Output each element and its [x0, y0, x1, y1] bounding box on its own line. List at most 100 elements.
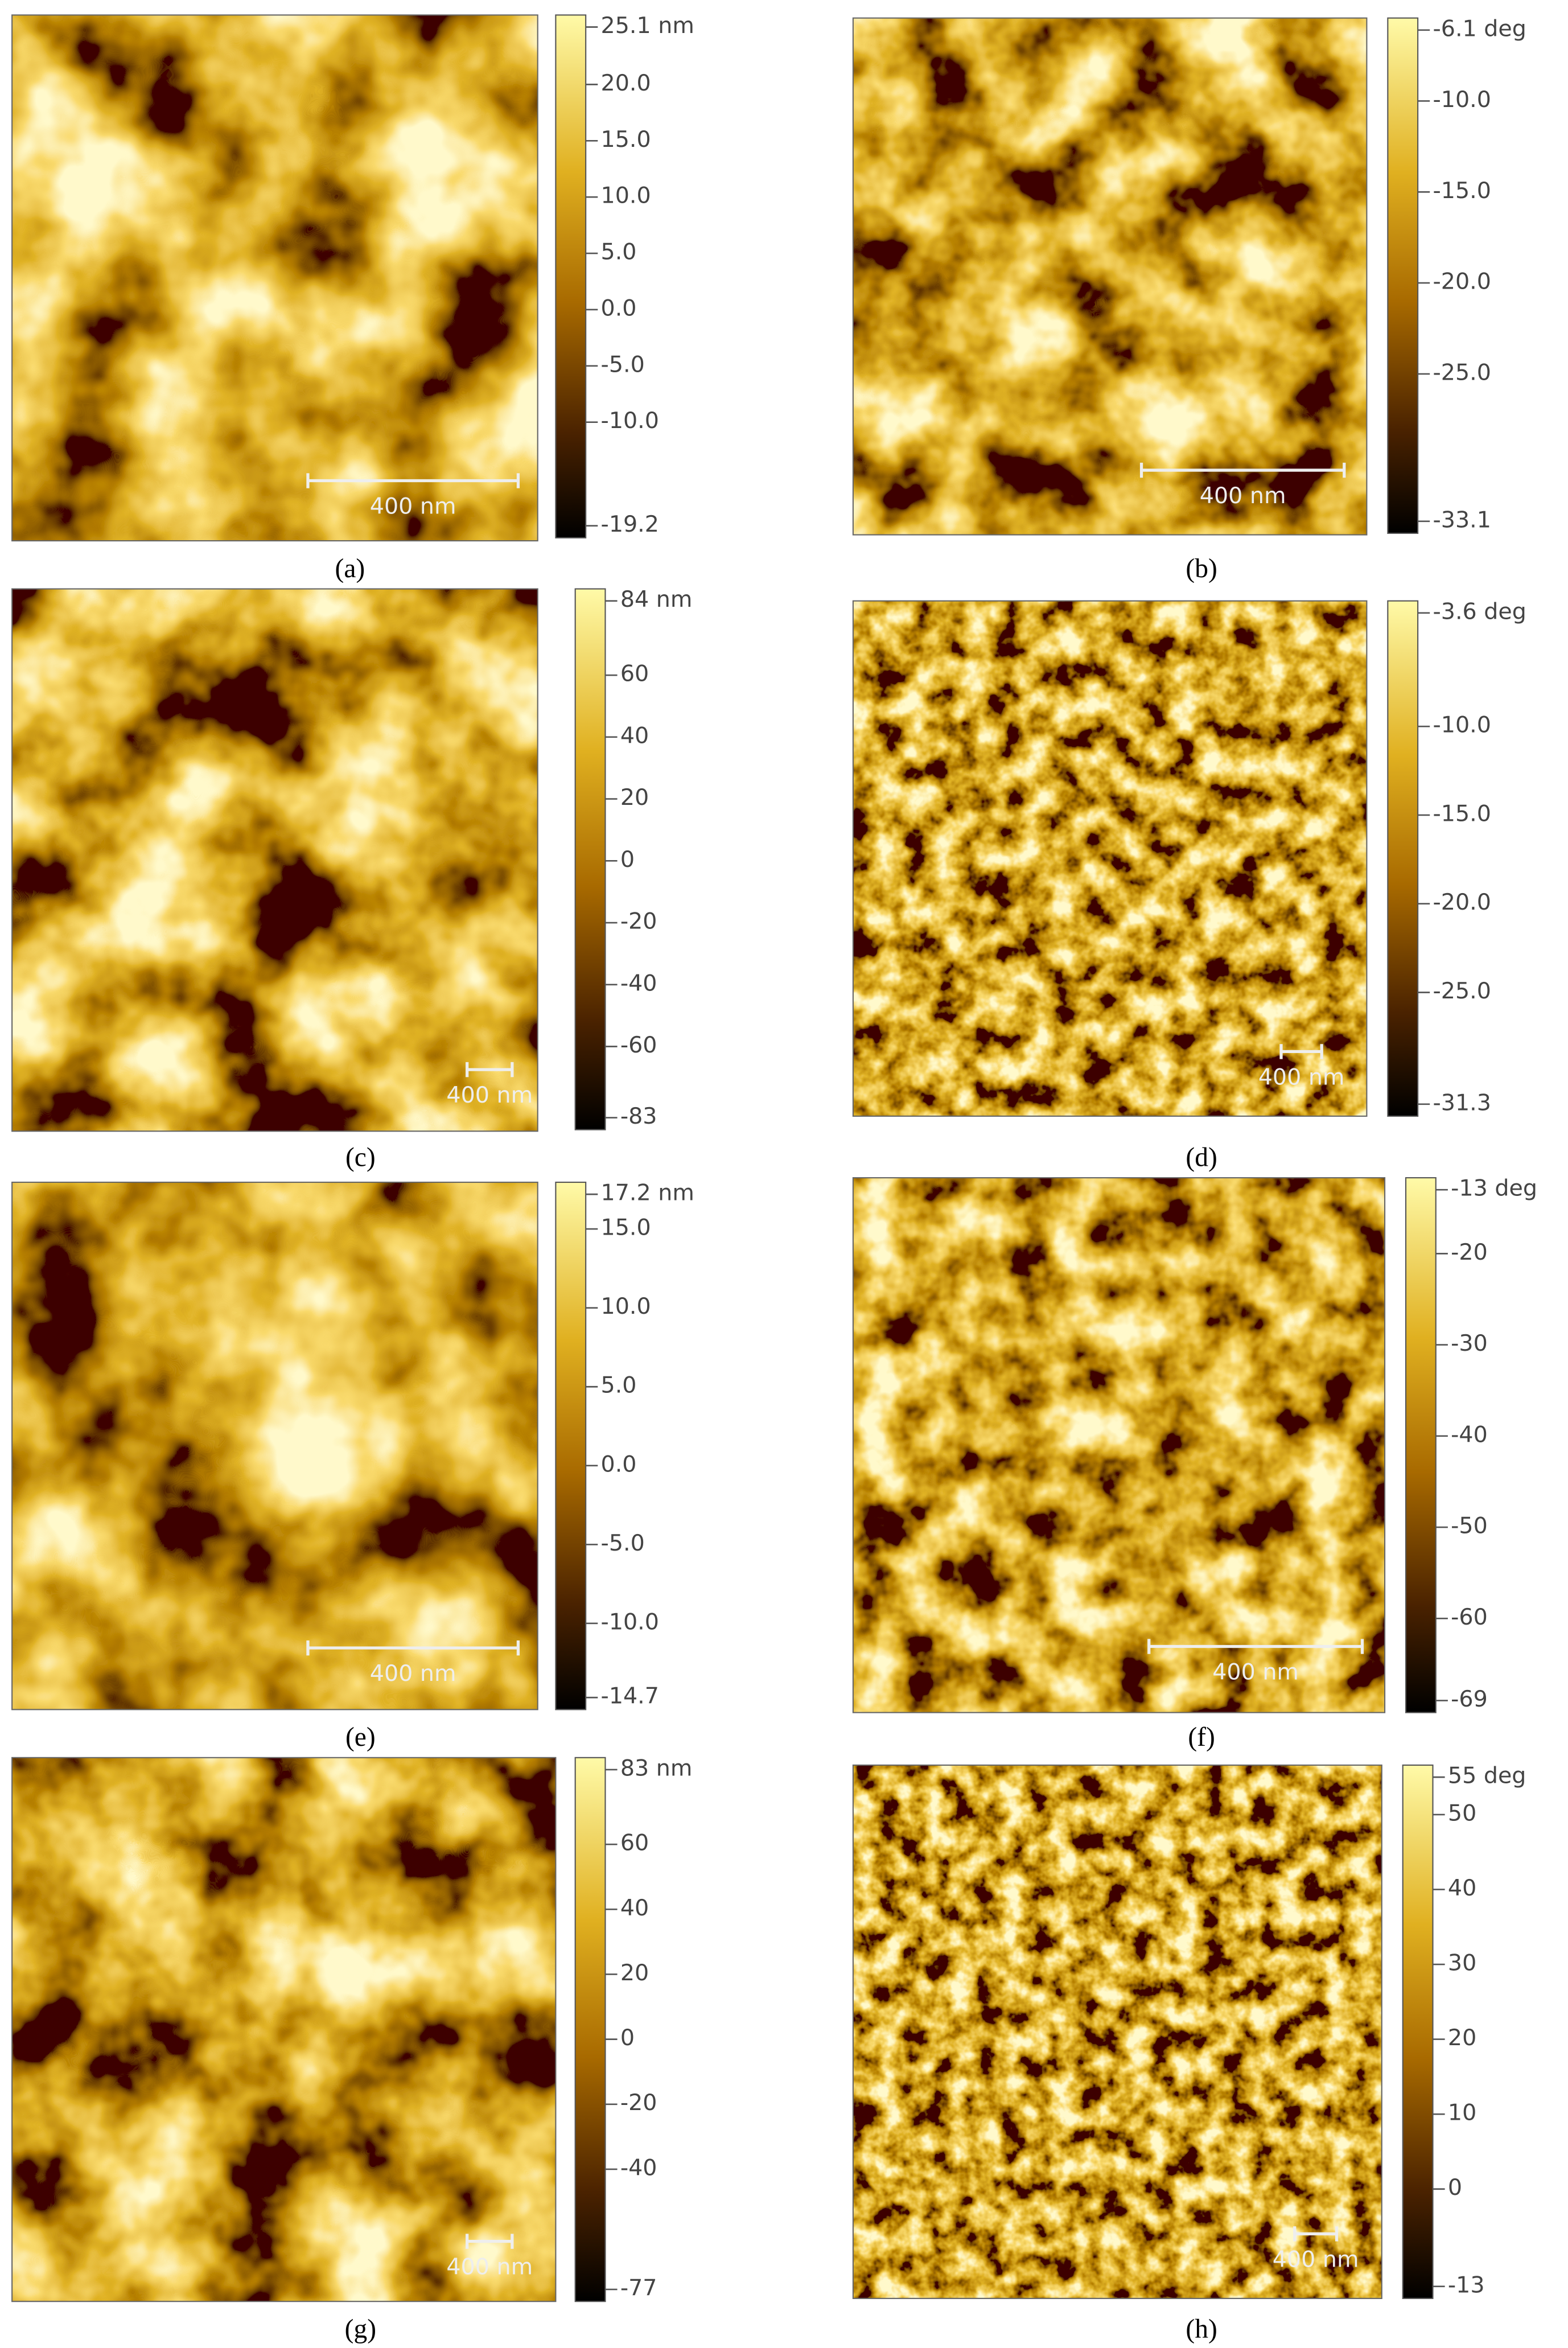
colorbar-tick-label: -40: [620, 2154, 657, 2181]
colorbar-tick-label: -5.0: [601, 351, 645, 377]
colorbar-tick-label: 0: [620, 2025, 635, 2051]
panel-caption: (g): [345, 2314, 376, 2344]
colorbar-tick-label: 60: [620, 1830, 649, 1856]
colorbar-tick-label: 25.1 nm: [601, 13, 694, 39]
colorbar: [1405, 1177, 1437, 1713]
colorbar-tick-label: 40: [620, 1895, 649, 1921]
colorbar-tick-label: -83: [620, 1103, 657, 1129]
colorbar: [574, 1757, 606, 2302]
colorbar-tick-label: -77: [620, 2275, 657, 2301]
colorbar-tick-label: -10.0: [1433, 712, 1491, 738]
image-frame: [11, 1181, 538, 1710]
colorbar-tick-label: -20: [620, 2090, 657, 2116]
image-frame: [852, 1177, 1386, 1713]
colorbar-tick-label: -6.1 deg: [1433, 15, 1526, 42]
colorbar-tick-label: 10: [1448, 2100, 1476, 2126]
colorbar-tick-label: -31.3: [1433, 1089, 1491, 1116]
panel-caption: (h): [1186, 2314, 1217, 2344]
scale-bar-label: 400 nm: [1273, 2246, 1359, 2272]
colorbar-tick-label: 5.0: [601, 1372, 637, 1399]
colorbar-tick-label: -10.0: [601, 408, 659, 434]
colorbar-tick-label: -15.0: [1433, 178, 1491, 204]
image-frame: [11, 1757, 557, 2302]
scale-bar-label: 400 nm: [1200, 483, 1286, 509]
scale-bar-label: 400 nm: [446, 2254, 533, 2280]
colorbar: [1387, 17, 1419, 534]
panel-caption: (e): [345, 1722, 376, 1752]
colorbar-tick-label: -60: [620, 1032, 657, 1058]
panel-caption: (d): [1186, 1142, 1217, 1172]
afm-image: [853, 1765, 1382, 2298]
colorbar-tick-label: -50: [1451, 1513, 1488, 1539]
colorbar-tick-label: -10.0: [1433, 87, 1491, 113]
colorbar-tick-label: -14.7: [601, 1683, 659, 1709]
scale-bar-label: 400 nm: [1212, 1659, 1299, 1685]
colorbar-tick-label: 0.0: [601, 295, 637, 321]
image-frame: [852, 1764, 1382, 2299]
afm-image: [12, 1182, 538, 1710]
colorbar-tick-label: -25.0: [1433, 359, 1491, 385]
colorbar-tick-label: -33.1: [1433, 507, 1491, 533]
colorbar-tick-label: -10.0: [601, 1609, 659, 1635]
colorbar-tick-label: -5.0: [601, 1530, 645, 1556]
colorbar-tick-label: 55 deg: [1448, 1763, 1526, 1789]
colorbar-tick-label: 0.0: [601, 1451, 637, 1477]
colorbar: [555, 1181, 587, 1710]
panel-caption: (c): [345, 1142, 376, 1172]
panel-caption: (b): [1186, 554, 1217, 583]
colorbar-tick-label: -25.0: [1433, 978, 1491, 1004]
colorbar-tick-label: 10.0: [601, 1293, 651, 1319]
afm-image: [12, 589, 538, 1132]
colorbar-tick-label: 0: [620, 846, 635, 873]
colorbar-tick-label: 17.2 nm: [601, 1180, 694, 1206]
colorbar-tick-label: 84 nm: [620, 586, 693, 612]
colorbar-tick-label: 15.0: [601, 126, 651, 153]
colorbar-tick-label: -20.0: [1433, 889, 1491, 915]
scale-bar-label: 400 nm: [370, 1660, 456, 1687]
colorbar-tick-label: 40: [620, 722, 649, 749]
afm-image: [853, 601, 1367, 1116]
panel-caption: (f): [1188, 1722, 1215, 1752]
image-frame: [852, 600, 1368, 1117]
colorbar-tick-label: 20: [620, 784, 649, 811]
colorbar-tick-label: -19.2: [601, 511, 659, 537]
colorbar-tick-label: 0: [1448, 2174, 1462, 2201]
colorbar-tick-label: -13 deg: [1451, 1175, 1537, 1202]
colorbar-tick-label: -13: [1448, 2272, 1485, 2298]
colorbar-tick-label: 30: [1448, 1950, 1476, 1976]
afm-image: [853, 18, 1367, 535]
image-frame: [11, 14, 538, 542]
afm-image: [853, 1178, 1385, 1713]
colorbar-tick-label: -60: [1451, 1604, 1488, 1630]
afm-image: [12, 1757, 556, 2302]
colorbar-tick-label: -3.6 deg: [1433, 598, 1526, 624]
colorbar-tick-label: -30: [1451, 1330, 1488, 1356]
colorbar: [1402, 1764, 1434, 2299]
colorbar-tick-label: -20: [620, 908, 657, 935]
colorbar-tick-label: -20.0: [1433, 269, 1491, 295]
colorbar-tick-label: 60: [620, 661, 649, 687]
colorbar-tick-label: -20: [1451, 1239, 1488, 1265]
colorbar-tick-label: -40: [620, 970, 657, 996]
scale-bar-label: 400 nm: [1258, 1064, 1345, 1090]
colorbar: [555, 14, 587, 538]
colorbar-tick-label: 50: [1448, 1800, 1476, 1826]
colorbar-tick-label: -15.0: [1433, 800, 1491, 826]
colorbar-tick-label: 5.0: [601, 239, 637, 265]
colorbar-tick-label: 20.0: [601, 70, 651, 96]
panel-caption: (a): [335, 554, 365, 583]
colorbar-tick-label: 83 nm: [620, 1755, 693, 1781]
colorbar-tick-label: 10.0: [601, 183, 651, 209]
colorbar-tick-label: 20: [1448, 2025, 1476, 2051]
image-frame: [11, 588, 538, 1132]
image-frame: [852, 17, 1368, 536]
colorbar-tick-label: 20: [620, 1960, 649, 1986]
colorbar-tick-label: 15.0: [601, 1215, 651, 1241]
scale-bar-label: 400 nm: [446, 1082, 533, 1108]
colorbar-tick-label: -40: [1451, 1421, 1488, 1448]
scale-bar-label: 400 nm: [370, 494, 456, 520]
colorbar-tick-label: -69: [1451, 1686, 1488, 1712]
colorbar: [574, 588, 606, 1130]
colorbar: [1387, 600, 1419, 1117]
